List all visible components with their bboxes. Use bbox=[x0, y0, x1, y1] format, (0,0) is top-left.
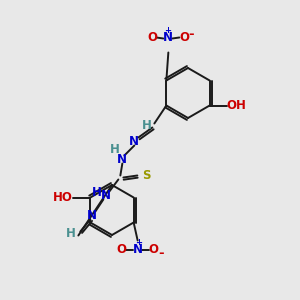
Text: O: O bbox=[117, 243, 127, 256]
Text: OH: OH bbox=[227, 99, 247, 112]
Text: N: N bbox=[87, 209, 97, 222]
Text: N: N bbox=[133, 243, 143, 256]
Text: H: H bbox=[65, 227, 75, 240]
Text: H: H bbox=[141, 119, 151, 132]
Text: S: S bbox=[142, 169, 151, 182]
Text: O: O bbox=[179, 31, 189, 44]
Text: N: N bbox=[129, 135, 139, 148]
Text: HO: HO bbox=[52, 191, 72, 204]
Text: -: - bbox=[158, 247, 164, 260]
Text: O: O bbox=[149, 243, 159, 256]
Text: +: + bbox=[164, 26, 171, 35]
Text: H: H bbox=[92, 186, 101, 199]
Text: H: H bbox=[110, 143, 119, 156]
Text: N: N bbox=[101, 189, 111, 202]
Text: -: - bbox=[188, 28, 194, 41]
Text: N: N bbox=[163, 31, 173, 44]
Text: O: O bbox=[147, 31, 157, 44]
Text: +: + bbox=[135, 238, 142, 247]
Text: N: N bbox=[117, 153, 127, 166]
